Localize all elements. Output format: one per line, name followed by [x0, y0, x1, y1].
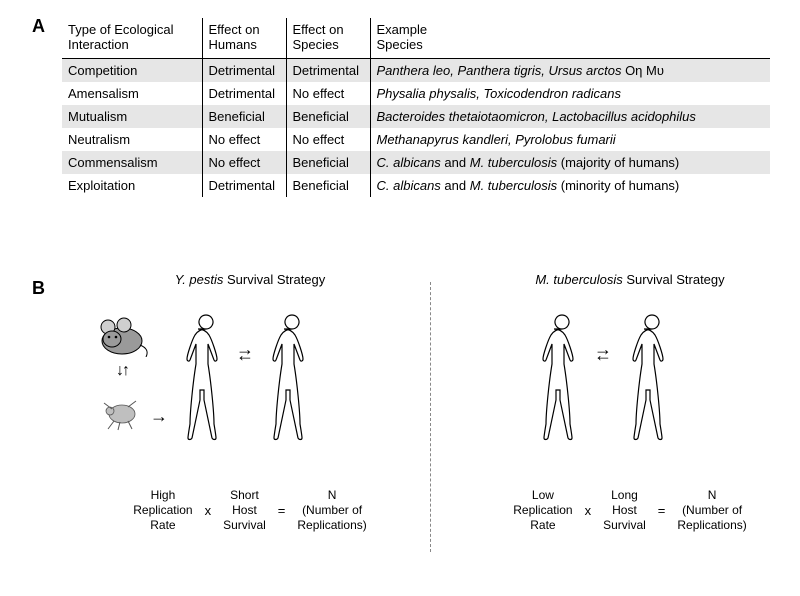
panel-b-label: B	[32, 278, 45, 299]
cell-example: Methanapyrus kandleri, Pyrolobus fumarii	[370, 128, 770, 151]
th-example-text: ExampleSpecies	[377, 22, 428, 52]
human-right-1	[540, 313, 584, 443]
cell-species: Beneficial	[286, 151, 370, 174]
cell-type: Competition	[62, 59, 202, 83]
cell-type: Commensalism	[62, 151, 202, 174]
mtb-title: M. tuberculosis Survival Strategy	[460, 272, 800, 287]
th-example: ExampleSpecies	[370, 18, 770, 59]
cell-example: C. albicans and M. tuberculosis (minorit…	[370, 174, 770, 197]
mtb-equation: LowReplicationRate x LongHostSurvival = …	[460, 488, 800, 533]
ypestis-equation: HighReplicationRate x ShortHostSurvival …	[80, 488, 420, 533]
eq-term: N(Number ofReplications)	[297, 488, 366, 533]
eq-term: LowReplicationRate	[513, 488, 572, 533]
cell-humans: Detrimental	[202, 174, 286, 197]
human-right-2	[630, 313, 674, 443]
mtb-strategy: M. tuberculosis Survival Strategy →← Low…	[460, 272, 800, 475]
table-row: CommensalismNo effectBeneficialC. albica…	[62, 151, 770, 174]
th-humans: Effect onHumans	[202, 18, 286, 59]
cell-type: Neutralism	[62, 128, 202, 151]
cell-humans: Detrimental	[202, 82, 286, 105]
cell-type: Amensalism	[62, 82, 202, 105]
table-row: NeutralismNo effectNo effectMethanapyrus…	[62, 128, 770, 151]
cell-species: Beneficial	[286, 174, 370, 197]
panel-a-label: A	[32, 16, 45, 37]
cell-humans: Detrimental	[202, 59, 286, 83]
human-left-1	[184, 313, 228, 443]
mouse-icon	[90, 317, 150, 357]
panel-divider	[430, 282, 431, 552]
cell-species: No effect	[286, 82, 370, 105]
cell-example: Panthera leo, Panthera tigris, Ursus arc…	[370, 59, 770, 83]
eq-op: =	[658, 503, 666, 518]
eq-op: =	[278, 503, 286, 518]
ecological-interaction-table: Type of EcologicalInteraction Effect onH…	[62, 18, 770, 197]
cell-example: Bacteroides thetaiotaomicron, Lactobacil…	[370, 105, 770, 128]
flea-icon	[98, 397, 142, 431]
mtb-title-italic: M. tuberculosis	[535, 272, 622, 287]
th-type: Type of EcologicalInteraction	[62, 18, 202, 59]
ypestis-strategy: Y. pestis Survival Strategy	[80, 272, 420, 475]
panel-b: Y. pestis Survival Strategy	[60, 272, 770, 572]
ypestis-title-rest: Survival Strategy	[223, 272, 325, 287]
th-species: Effect onSpecies	[286, 18, 370, 59]
eq-op: x	[585, 503, 592, 518]
ypestis-title: Y. pestis Survival Strategy	[80, 272, 420, 287]
mtb-title-rest: Survival Strategy	[623, 272, 725, 287]
th-species-text: Effect onSpecies	[293, 22, 344, 52]
eq-op: x	[205, 503, 212, 518]
eq-term: N(Number ofReplications)	[677, 488, 746, 533]
mtb-diagram: →←	[460, 295, 800, 475]
flea-to-human-arrow: →	[150, 411, 168, 421]
table-row: CompetitionDetrimentalDetrimentalPanther…	[62, 59, 770, 83]
cell-humans: Beneficial	[202, 105, 286, 128]
human-human-arrows-left: →←	[236, 345, 254, 359]
cell-species: No effect	[286, 128, 370, 151]
eq-term: LongHostSurvival	[603, 488, 646, 533]
cell-species: Detrimental	[286, 59, 370, 83]
table-row: ExploitationDetrimentalBeneficialC. albi…	[62, 174, 770, 197]
th-humans-text: Effect onHumans	[209, 22, 260, 52]
human-human-arrows-right: →←	[594, 345, 612, 359]
eq-term: HighReplicationRate	[133, 488, 192, 533]
human-left-2	[270, 313, 314, 443]
ypestis-diagram: ↓↑ → →←	[80, 295, 420, 475]
ypestis-title-italic: Y. pestis	[175, 272, 224, 287]
mouse-flea-arrows: ↓↑	[110, 367, 130, 375]
cell-example: Physalia physalis, Toxicodendron radican…	[370, 82, 770, 105]
eq-term: ShortHostSurvival	[223, 488, 266, 533]
table-row: MutualismBeneficialBeneficialBacteroides…	[62, 105, 770, 128]
cell-humans: No effect	[202, 151, 286, 174]
th-type-text: Type of EcologicalInteraction	[68, 22, 174, 52]
cell-humans: No effect	[202, 128, 286, 151]
cell-type: Mutualism	[62, 105, 202, 128]
cell-example: C. albicans and M. tuberculosis (majorit…	[370, 151, 770, 174]
table-row: AmensalismDetrimentalNo effectPhysalia p…	[62, 82, 770, 105]
cell-type: Exploitation	[62, 174, 202, 197]
cell-species: Beneficial	[286, 105, 370, 128]
